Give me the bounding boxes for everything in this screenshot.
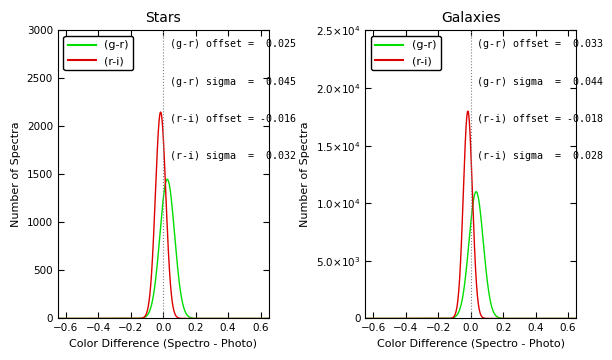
Text: (r-i) offset = -0.018: (r-i) offset = -0.018 bbox=[477, 114, 603, 124]
Legend: (g-r), (r-i): (g-r), (r-i) bbox=[63, 36, 133, 71]
Text: (g-r) sigma  =  0.045: (g-r) sigma = 0.045 bbox=[170, 77, 296, 86]
Y-axis label: Number of Spectra: Number of Spectra bbox=[11, 122, 21, 227]
Text: (r-i) sigma  =  0.032: (r-i) sigma = 0.032 bbox=[170, 152, 296, 161]
Text: (g-r) offset =  0.033: (g-r) offset = 0.033 bbox=[477, 39, 603, 49]
Legend: (g-r), (r-i): (g-r), (r-i) bbox=[371, 36, 441, 71]
Text: (r-i) offset = -0.016: (r-i) offset = -0.016 bbox=[170, 114, 296, 124]
Y-axis label: Number of Spectra: Number of Spectra bbox=[300, 122, 310, 227]
Text: (r-i) sigma  =  0.028: (r-i) sigma = 0.028 bbox=[477, 152, 603, 161]
X-axis label: Color Difference (Spectro - Photo): Color Difference (Spectro - Photo) bbox=[69, 339, 257, 349]
Title: Galaxies: Galaxies bbox=[441, 11, 501, 25]
Text: (g-r) offset =  0.025: (g-r) offset = 0.025 bbox=[170, 39, 296, 49]
Text: (g-r) sigma  =  0.044: (g-r) sigma = 0.044 bbox=[477, 77, 603, 86]
X-axis label: Color Difference (Spectro - Photo): Color Difference (Spectro - Photo) bbox=[377, 339, 565, 349]
Title: Stars: Stars bbox=[145, 11, 181, 25]
